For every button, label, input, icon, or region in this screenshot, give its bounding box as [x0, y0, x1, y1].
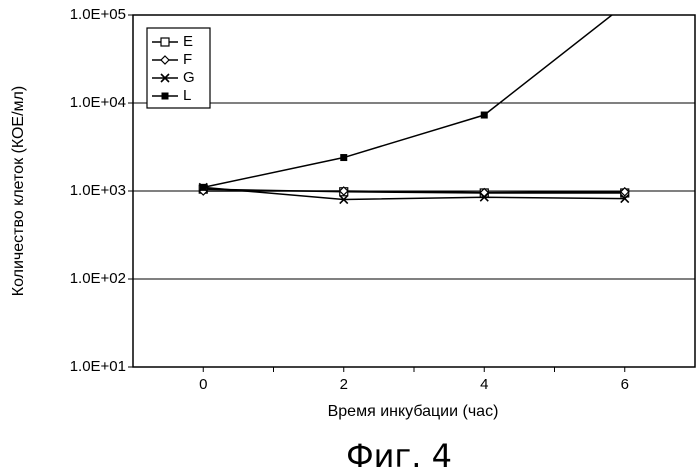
series-line	[203, 5, 625, 187]
y-tick-label: 1.0E+05	[70, 6, 126, 23]
x-tick-label: 2	[340, 376, 348, 393]
x-tick-labels: 0 2 4 6	[199, 376, 629, 393]
series-F	[199, 187, 629, 197]
legend-label: F	[183, 51, 192, 68]
legend-marker	[162, 93, 169, 100]
y-tick-label: 1.0E+01	[70, 358, 126, 375]
series-L	[200, 1, 629, 190]
x-axis-label: Время инкубации (час)	[328, 403, 499, 420]
data-point	[340, 154, 347, 161]
data-point	[481, 112, 488, 119]
legend-marker	[161, 38, 169, 46]
legend: EFGL	[147, 28, 210, 108]
y-tick-label: 1.0E+03	[70, 182, 126, 199]
x-tick-label: 4	[480, 376, 488, 393]
legend-label: L	[183, 87, 191, 104]
y-axis-label: Количество клеток (КОЕ/мл)	[10, 86, 27, 296]
x-tick-label: 6	[621, 376, 629, 393]
y-tick-labels: 1.0E+01 1.0E+02 1.0E+03 1.0E+04 1.0E+05	[70, 6, 126, 375]
legend-label: G	[183, 69, 195, 86]
data-point	[621, 1, 628, 8]
y-tick-label: 1.0E+02	[70, 270, 126, 287]
y-tick-label: 1.0E+04	[70, 94, 126, 111]
x-tick-label: 0	[199, 376, 207, 393]
data-point	[200, 184, 207, 191]
figure-caption: Фиг. 4	[346, 437, 452, 475]
legend-label: E	[183, 33, 193, 50]
